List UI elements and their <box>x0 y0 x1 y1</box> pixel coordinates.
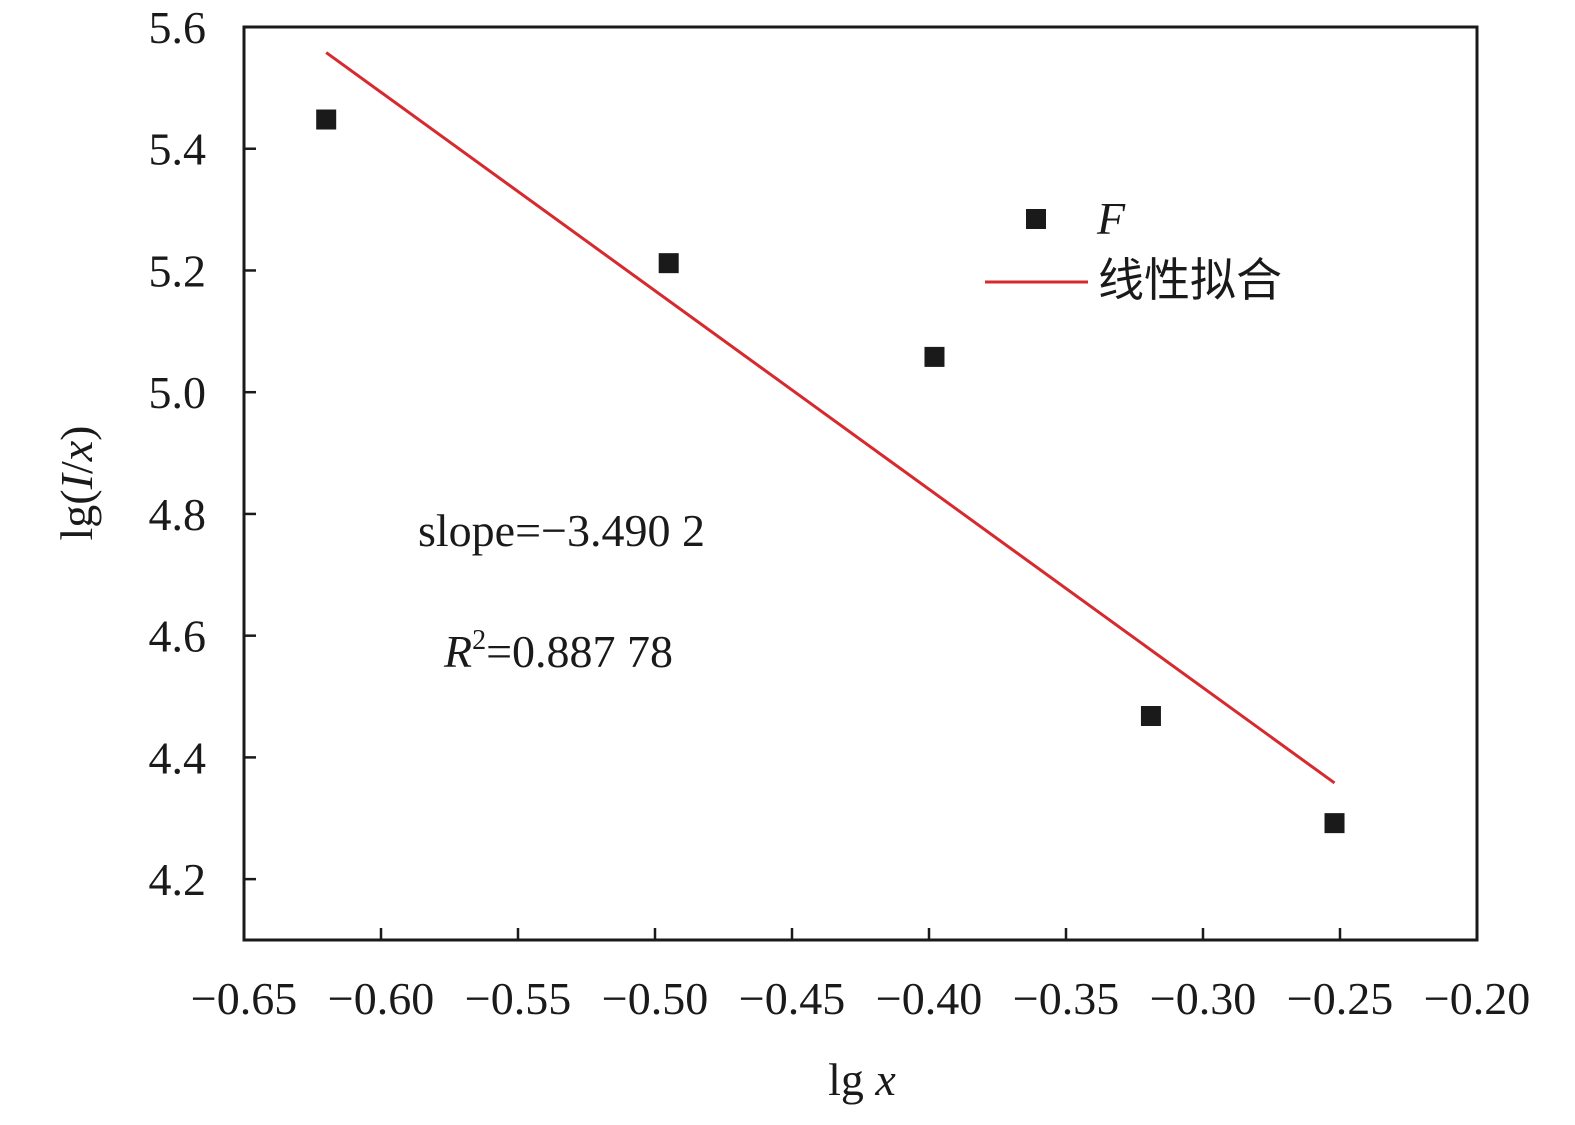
slope-annotation: slope=−3.490 2 <box>418 505 705 556</box>
data-point <box>924 346 945 367</box>
data-point <box>316 109 337 130</box>
x-tick-label: −0.30 <box>1150 973 1256 1024</box>
y-tick-label: 5.2 <box>149 245 207 296</box>
x-axis-ticks: −0.65 −0.60 −0.55 −0.50 −0.45 −0.40 −0.35 −0.30… <box>191 928 1530 1024</box>
x-tick-label: −0.50 <box>602 973 708 1024</box>
y-tick-label: 4.4 <box>149 732 207 783</box>
y-tick-label: 4.2 <box>149 854 207 905</box>
r2-superscript: 2 <box>472 625 486 656</box>
y-axis-title-prefix: lg( <box>51 489 102 540</box>
series-layer <box>316 51 1345 834</box>
y-axis-title-den: x <box>51 440 102 462</box>
x-tick-label: −0.55 <box>465 973 571 1024</box>
x-tick-label: −0.25 <box>1287 973 1393 1024</box>
y-tick-label: 4.6 <box>149 611 207 662</box>
data-point <box>1140 706 1161 727</box>
y-axis-ticks: 4.2 4.4 4.6 4.8 5.0 5.2 5.4 5.6 <box>149 2 256 905</box>
x-tick-label: −0.40 <box>876 973 982 1024</box>
x-tick-label: −0.20 <box>1424 973 1530 1024</box>
y-axis-title-num: I <box>51 471 102 490</box>
x-tick-label: −0.35 <box>1013 973 1119 1024</box>
x-tick-label: −0.65 <box>191 973 297 1024</box>
y-axis-title-suffix: ) <box>51 426 102 441</box>
y-tick-label: 5.6 <box>149 2 207 53</box>
y-axis-title-slash: / <box>51 461 102 474</box>
fit-line <box>325 51 1336 785</box>
y-axis-title: lg(I/x) <box>51 426 102 541</box>
data-point <box>658 253 679 274</box>
x-axis-title: lg x <box>828 1054 896 1105</box>
y-tick-label: 4.8 <box>149 489 207 540</box>
x-tick-label: −0.45 <box>739 973 845 1024</box>
legend-marker-square <box>1026 209 1046 229</box>
r2-symbol: R <box>443 626 472 677</box>
r2-value: =0.887 78 <box>486 626 673 677</box>
x-tick-label: −0.60 <box>328 973 434 1024</box>
r2-annotation: R2=0.887 78 <box>443 625 673 677</box>
x-axis-title-prefix: lg <box>828 1054 875 1105</box>
plot-frame <box>242 25 1479 942</box>
legend: F 线性拟合 <box>985 193 1282 307</box>
y-tick-label: 5.4 <box>149 124 207 175</box>
legend-label-f: F <box>1096 193 1126 244</box>
data-point <box>1324 813 1345 834</box>
y-tick-label: 5.0 <box>149 367 207 418</box>
legend-label-fit: 线性拟合 <box>1098 253 1282 307</box>
x-axis-title-var: x <box>874 1054 896 1105</box>
